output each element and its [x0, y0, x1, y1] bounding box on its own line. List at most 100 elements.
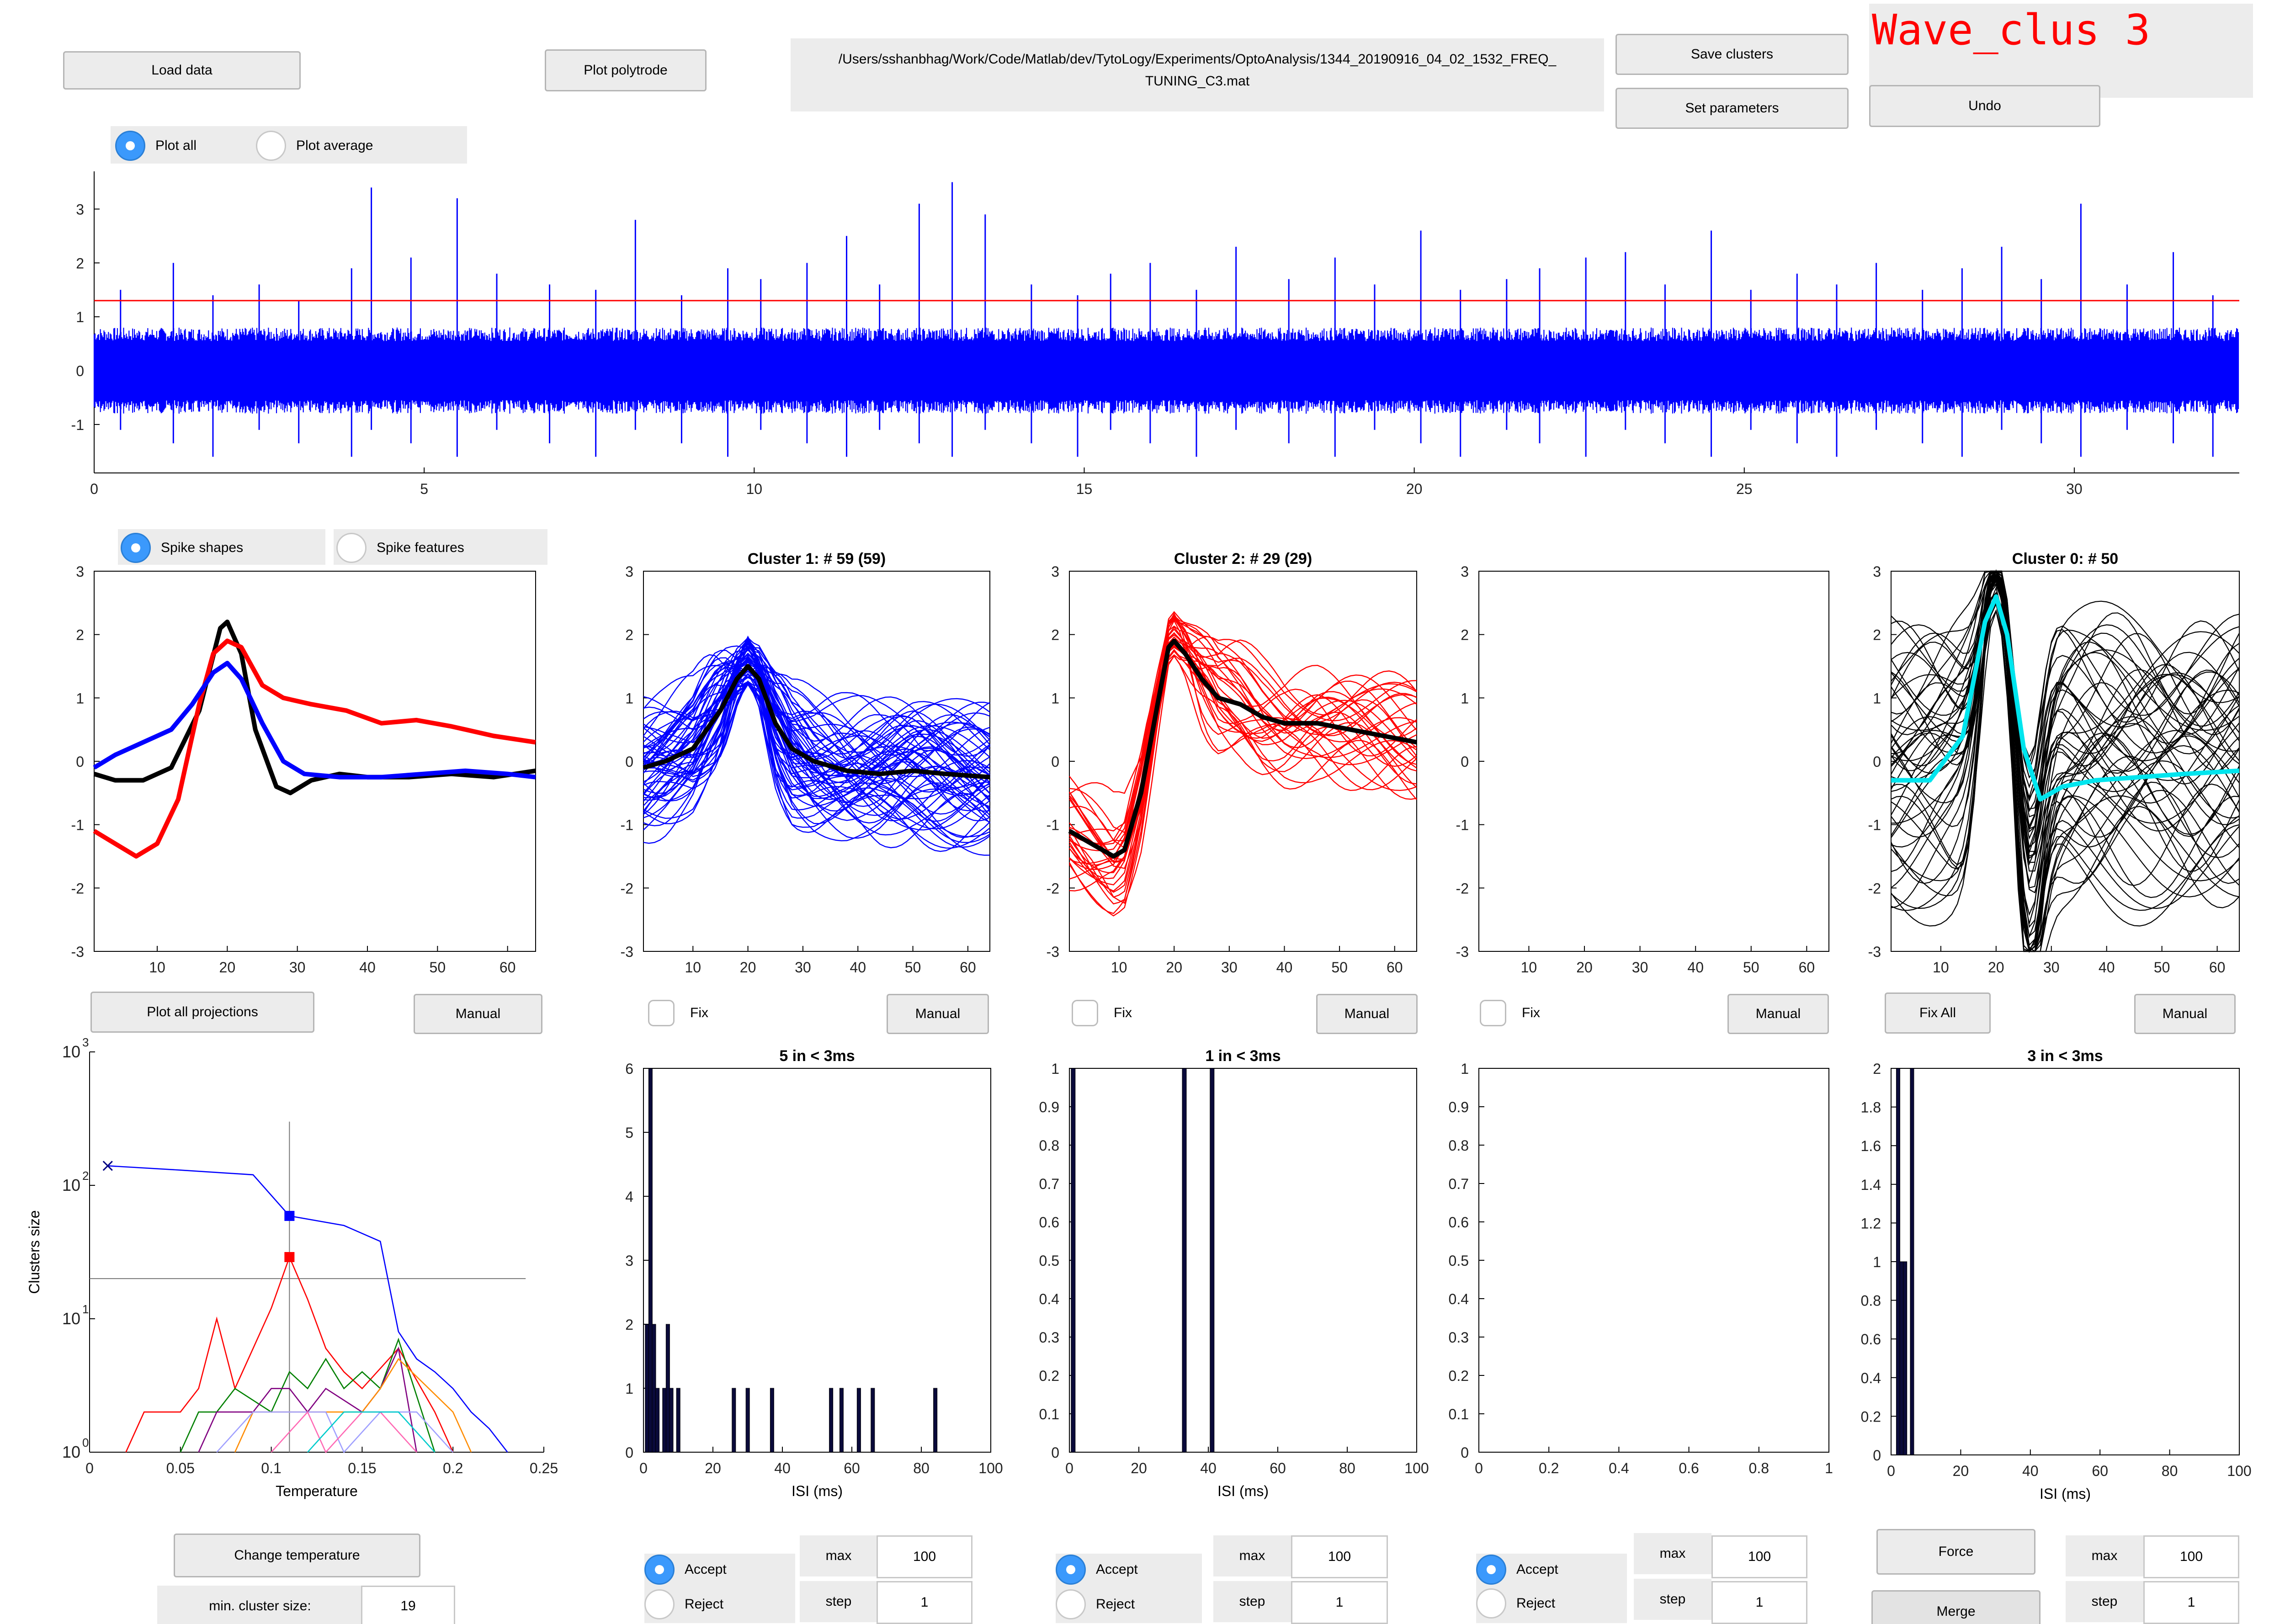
accept-radio-1[interactable]: Accept: [644, 1555, 727, 1585]
cluster-0-trace: [1891, 595, 2240, 773]
merge-button[interactable]: Merge: [1871, 1590, 2041, 1624]
isi-1-y-tick-label: 5: [625, 1125, 633, 1141]
isi-0-bar: [1903, 1261, 1908, 1455]
fix-checkbox-3[interactable]: Fix: [1480, 1000, 1540, 1026]
reject-radio-2[interactable]: Reject: [1056, 1589, 1135, 1619]
accept-radio-2[interactable]: Accept: [1056, 1555, 1138, 1585]
step-label-1: step: [800, 1581, 877, 1622]
cluster-0-trace: [1891, 580, 2240, 889]
isi-2-y-tick-label: 0.8: [1039, 1137, 1059, 1154]
plot-polytrode-button[interactable]: Plot polytrode: [545, 49, 707, 91]
cluster-2-frame: [1069, 571, 1417, 952]
accept-radio-3[interactable]: Accept: [1476, 1555, 1558, 1585]
step-label-2: step: [1213, 1581, 1291, 1622]
cluster-1-trace: [643, 666, 990, 852]
isi-0-y-tick-label: 2: [1873, 1061, 1881, 1077]
isi-3-x-tick-label: 0.6: [1679, 1460, 1699, 1476]
cluster-0-trace: [1891, 569, 2240, 924]
manual-button-3[interactable]: Manual: [1727, 994, 1829, 1034]
cluster-0-trace: [1891, 609, 2240, 953]
max-input-3[interactable]: 100: [1711, 1535, 1807, 1578]
accept-label: Accept: [685, 1562, 727, 1577]
cluster-2-y-tick-label: 2: [1051, 627, 1059, 643]
isi-0-y-tick-label: 1: [1873, 1254, 1881, 1270]
checkbox-icon: [1072, 1000, 1098, 1026]
isi-3-y-tick-label: 0.7: [1449, 1176, 1469, 1192]
cluster-0-trace: [1891, 573, 2240, 817]
spike-features-radio[interactable]: Spike features: [336, 533, 464, 563]
cluster-1-x-tick-label: 20: [740, 959, 756, 976]
plot-all-radio[interactable]: Plot all: [115, 131, 197, 161]
reject-radio-3[interactable]: Reject: [1476, 1588, 1555, 1619]
isi-1-bars: [645, 1068, 938, 1453]
save-clusters-button[interactable]: Save clusters: [1615, 34, 1849, 75]
manual-button-0[interactable]: Manual: [2134, 994, 2236, 1034]
temperature-marker-square: [284, 1252, 295, 1262]
max-input-1[interactable]: 100: [877, 1535, 972, 1578]
plot-all-projections-button[interactable]: Plot all projections: [90, 992, 314, 1033]
load-data-button[interactable]: Load data: [63, 51, 301, 90]
isi-1-bar: [662, 1388, 667, 1453]
cluster-1-y-tick-label: 0: [625, 754, 633, 770]
cluster-0-trace: [1891, 569, 2240, 953]
isi-1-bar: [839, 1388, 844, 1453]
manual-button-2[interactable]: Manual: [1316, 994, 1418, 1034]
max-input-0[interactable]: 100: [2143, 1535, 2239, 1578]
change-temperature-button[interactable]: Change temperature: [174, 1534, 420, 1577]
step-input-2[interactable]: 1: [1291, 1581, 1388, 1624]
manual-button-1[interactable]: Manual: [887, 994, 989, 1034]
cluster-1-x-tick-label: 30: [795, 959, 811, 976]
cluster-1-trace: [643, 681, 990, 824]
cluster-0-x-tick-label: 60: [2209, 959, 2226, 976]
isi-3-y-tick-label: 0.5: [1449, 1252, 1469, 1269]
cluster-2-trace: [1069, 650, 1417, 849]
cluster-1-trace: [643, 657, 990, 793]
cluster-3-x-tick-label: 60: [1799, 959, 1815, 976]
undo-button[interactable]: Undo: [1869, 85, 2100, 127]
isi-0-x-tick-label: 0: [1887, 1463, 1895, 1479]
accept-label: Accept: [1516, 1562, 1558, 1577]
step-input-3[interactable]: 1: [1711, 1581, 1807, 1624]
cluster-3-x-tick-label: 50: [1743, 959, 1759, 976]
fix-all-button[interactable]: Fix All: [1885, 992, 1991, 1034]
reject-radio-1[interactable]: Reject: [644, 1589, 723, 1619]
step-input-0[interactable]: 1: [2143, 1581, 2239, 1624]
temperature-y-tick-exponent: 3: [82, 1035, 89, 1049]
plot-average-radio[interactable]: Plot average: [256, 131, 373, 161]
cluster-0-x-tick-label: 20: [1988, 959, 2004, 976]
app-title: Wave_clus 3: [1872, 5, 2151, 54]
max-input-2[interactable]: 100: [1291, 1535, 1388, 1578]
cluster-1-trace: [643, 667, 990, 839]
cluster-0-trace: [1891, 570, 2240, 857]
fix-checkbox-1[interactable]: Fix: [648, 1000, 708, 1026]
min-cluster-size-input[interactable]: 19: [361, 1586, 455, 1624]
raw-signal-y-tick-label: 2: [76, 255, 84, 271]
isi-0-title: 3 in < 3ms: [2027, 1047, 2103, 1065]
isi-2-x-label: ISI (ms): [1217, 1483, 1269, 1499]
cluster-0-trace: [1891, 570, 2240, 833]
cluster-0-y-tick-label: -2: [1868, 880, 1881, 897]
fix-checkbox-2[interactable]: Fix: [1072, 1000, 1132, 1026]
cluster-2-y-tick-label: -3: [1047, 944, 1059, 960]
cluster-3-y-tick-label: 2: [1461, 627, 1469, 643]
isi-0-bars: [1896, 1068, 1914, 1455]
manual-button-main[interactable]: Manual: [414, 994, 542, 1034]
temperature-y-tick-label: 10: [62, 1309, 80, 1328]
isi-1-y-tick-label: 6: [625, 1061, 633, 1077]
spike-shapes-radio[interactable]: Spike shapes: [121, 533, 243, 563]
isi-0-y-tick-label: 0.4: [1861, 1370, 1881, 1386]
step-label-0: step: [2066, 1581, 2143, 1622]
raw-signal-x-tick-label: 0: [90, 481, 98, 497]
force-button[interactable]: Force: [1876, 1529, 2035, 1575]
isi-0-x-tick-label: 80: [2162, 1463, 2178, 1479]
step-input-1[interactable]: 1: [877, 1581, 972, 1624]
isi-1-y-tick-label: 0: [625, 1444, 633, 1461]
app-title-panel: Wave_clus 3: [1869, 4, 2253, 98]
cluster-1-x-tick-label: 50: [905, 959, 921, 976]
cluster-0-x-tick-label: 30: [2043, 959, 2060, 976]
cluster-0-trace: [1891, 570, 2240, 950]
set-parameters-button[interactable]: Set parameters: [1615, 88, 1849, 129]
mean-spikes-frame: [94, 571, 536, 952]
cluster-2-x-tick-label: 50: [1331, 959, 1348, 976]
